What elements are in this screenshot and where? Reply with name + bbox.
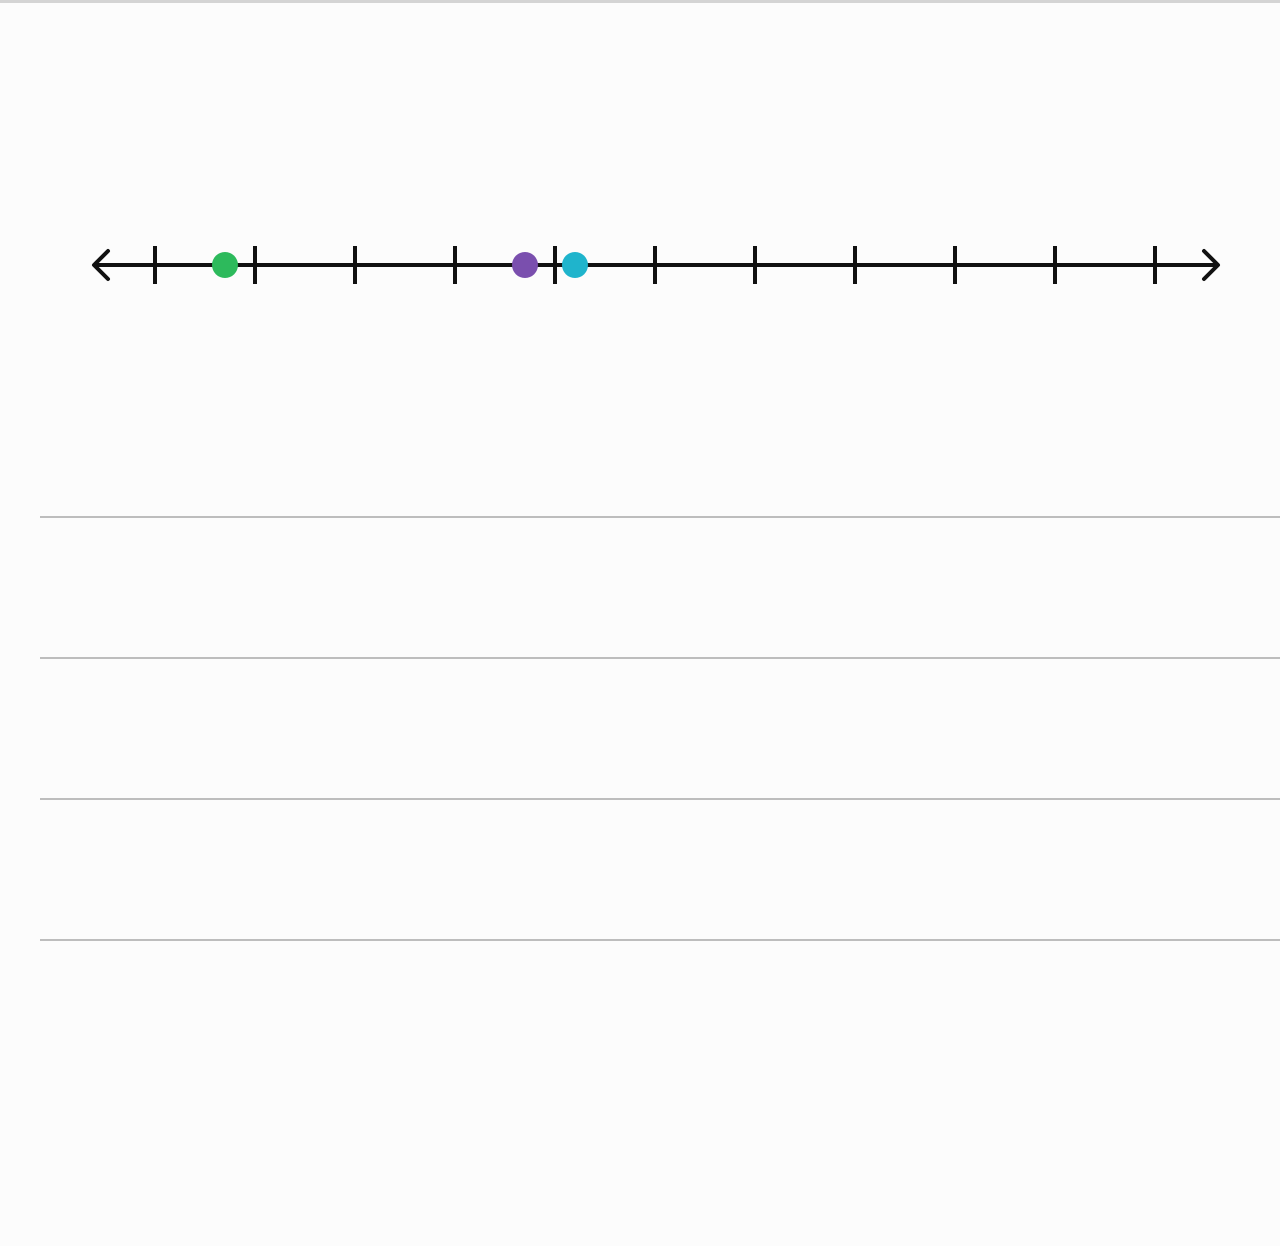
green-point: [212, 252, 238, 278]
cyan-point: [562, 252, 588, 278]
number-line-svg: [92, 246, 1220, 284]
number-line: [0, 0, 1280, 480]
answer-line-2[interactable]: [40, 657, 1280, 798]
top-border: [0, 0, 1280, 3]
right-arrow-icon: [1202, 249, 1220, 281]
left-arrow-icon: [92, 249, 110, 281]
answer-lines: [40, 516, 1280, 941]
purple-point: [512, 252, 538, 278]
answer-line-1[interactable]: [40, 516, 1280, 657]
answer-line-3[interactable]: [40, 798, 1280, 939]
answer-line-4[interactable]: [40, 939, 1280, 941]
